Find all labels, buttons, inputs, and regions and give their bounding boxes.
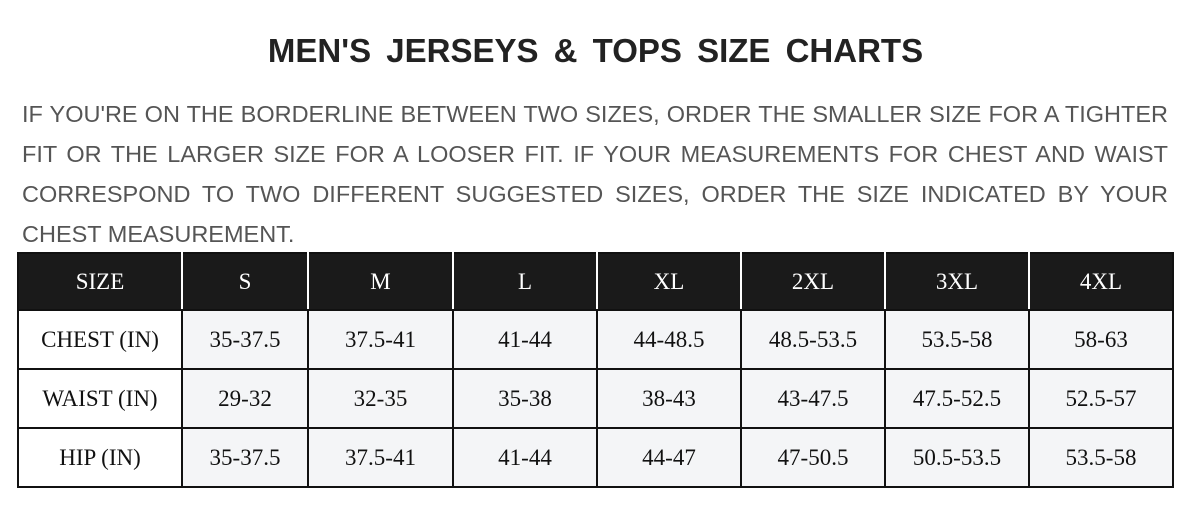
header-row: SIZE S M L XL 2XL 3XL 4XL xyxy=(17,252,1174,311)
table-cell: 43-47.5 xyxy=(740,368,886,429)
table-cell: 37.5-41 xyxy=(307,427,454,488)
table-cell: 53.5-58 xyxy=(884,309,1030,370)
table-cell: 50.5-53.5 xyxy=(884,427,1030,488)
header-cell: XL xyxy=(596,252,742,311)
table-cell: 29-32 xyxy=(181,368,309,429)
table-cell: 41-44 xyxy=(452,427,598,488)
size-note: IF YOU'RE ON THE BORDERLINE BETWEEN TWO … xyxy=(22,101,1168,247)
table-cell: 58-63 xyxy=(1028,309,1174,370)
row-label: WAIST (IN) xyxy=(17,368,183,429)
table-row: WAIST (IN) 29-32 32-35 35-38 38-43 43-47.5 47.… xyxy=(17,368,1174,429)
page-title: MEN'S JERSEYS & TOPS SIZE CHARTS xyxy=(267,32,924,69)
table-cell: 37.5-41 xyxy=(307,309,454,370)
table-cell: 44-48.5 xyxy=(596,309,742,370)
table-cell: 38-43 xyxy=(596,368,742,429)
row-label: CHEST (IN) xyxy=(17,309,183,370)
header-cell: M xyxy=(307,252,454,311)
table-cell: 47-50.5 xyxy=(740,427,886,488)
header-cell: 2XL xyxy=(740,252,886,311)
table-cell: 35-37.5 xyxy=(181,427,309,488)
header-cell: 4XL xyxy=(1028,252,1174,311)
header-cell: L xyxy=(452,252,598,311)
row-label: HIP (IN) xyxy=(17,427,183,488)
table-cell: 48.5-53.5 xyxy=(740,309,886,370)
table-row: CHEST (IN) 35-37.5 37.5-41 41-44 44-48.5 48.5… xyxy=(17,309,1174,370)
table-cell: 41-44 xyxy=(452,309,598,370)
table-cell: 35-38 xyxy=(452,368,598,429)
table-cell: 52.5-57 xyxy=(1028,368,1174,429)
table-cell: 47.5-52.5 xyxy=(884,368,1030,429)
table-cell: 32-35 xyxy=(307,368,454,429)
header-cell: 3XL xyxy=(884,252,1030,311)
table-cell: 35-37.5 xyxy=(181,309,309,370)
table-cell: 53.5-58 xyxy=(1028,427,1174,488)
header-cell: SIZE xyxy=(17,252,183,311)
table-row: HIP (IN) 35-37.5 37.5-41 41-44 44-47 47-50.5 5… xyxy=(17,427,1174,488)
size-chart-table: SIZE S M L XL 2XL 3XL 4XL CHEST (IN) 35-37.5 37.5-… xyxy=(17,252,1174,488)
header-cell: S xyxy=(181,252,309,311)
table-cell: 44-47 xyxy=(596,427,742,488)
